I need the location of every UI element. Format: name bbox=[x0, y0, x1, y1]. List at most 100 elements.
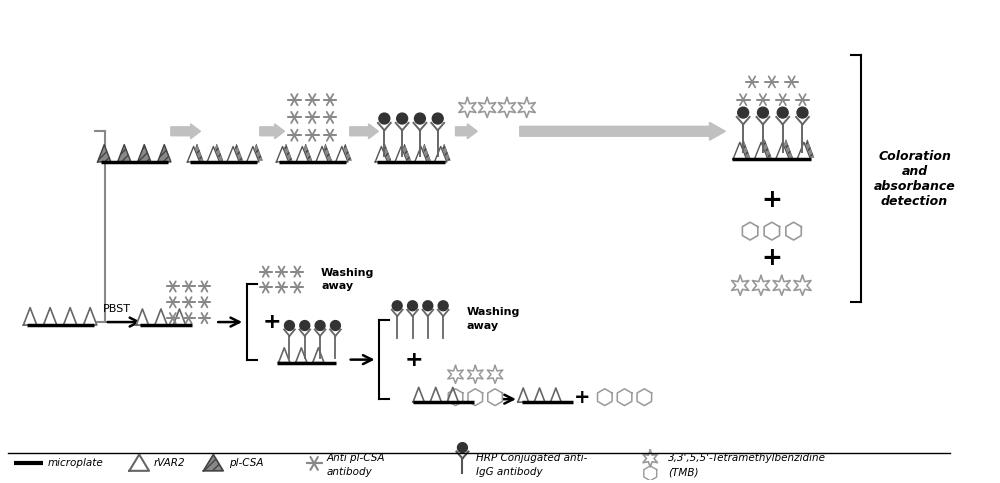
Polygon shape bbox=[43, 308, 57, 325]
Polygon shape bbox=[203, 455, 223, 471]
Polygon shape bbox=[801, 140, 814, 157]
Polygon shape bbox=[339, 144, 351, 160]
Circle shape bbox=[797, 107, 808, 118]
Circle shape bbox=[414, 113, 425, 124]
Polygon shape bbox=[764, 222, 780, 240]
Polygon shape bbox=[296, 146, 308, 162]
Polygon shape bbox=[63, 308, 77, 325]
Polygon shape bbox=[643, 450, 658, 467]
Circle shape bbox=[392, 301, 402, 311]
Circle shape bbox=[330, 321, 340, 330]
Polygon shape bbox=[296, 348, 307, 363]
Polygon shape bbox=[468, 366, 483, 384]
Polygon shape bbox=[336, 146, 348, 162]
Polygon shape bbox=[276, 146, 289, 162]
Polygon shape bbox=[375, 146, 388, 162]
Polygon shape bbox=[280, 144, 292, 160]
Polygon shape bbox=[250, 144, 263, 160]
Polygon shape bbox=[479, 98, 496, 117]
Polygon shape bbox=[118, 144, 131, 162]
FancyArrow shape bbox=[456, 124, 477, 139]
Polygon shape bbox=[23, 308, 37, 325]
Polygon shape bbox=[227, 146, 239, 162]
Polygon shape bbox=[758, 140, 771, 157]
Polygon shape bbox=[158, 144, 171, 162]
Polygon shape bbox=[173, 309, 186, 325]
Text: +: + bbox=[574, 388, 590, 407]
Polygon shape bbox=[773, 276, 790, 296]
Text: Washing: Washing bbox=[466, 307, 520, 317]
Polygon shape bbox=[786, 222, 801, 240]
Text: HRP Conjugated anti-: HRP Conjugated anti- bbox=[476, 454, 588, 464]
Circle shape bbox=[423, 301, 433, 311]
Polygon shape bbox=[155, 309, 167, 325]
Polygon shape bbox=[498, 98, 515, 117]
Polygon shape bbox=[187, 146, 200, 162]
Polygon shape bbox=[191, 144, 203, 160]
Polygon shape bbox=[733, 142, 746, 159]
Polygon shape bbox=[779, 140, 793, 157]
Circle shape bbox=[397, 113, 408, 124]
Circle shape bbox=[777, 107, 788, 118]
Polygon shape bbox=[247, 146, 259, 162]
FancyArrow shape bbox=[350, 124, 378, 139]
Text: Washing: Washing bbox=[321, 268, 374, 278]
Text: +: + bbox=[761, 246, 782, 270]
Polygon shape bbox=[637, 389, 652, 406]
Polygon shape bbox=[398, 144, 411, 160]
Polygon shape bbox=[617, 389, 632, 406]
Polygon shape bbox=[468, 389, 483, 406]
Polygon shape bbox=[98, 144, 111, 162]
Polygon shape bbox=[415, 146, 427, 162]
Polygon shape bbox=[395, 146, 407, 162]
Polygon shape bbox=[742, 222, 758, 240]
Text: away: away bbox=[321, 282, 353, 291]
Circle shape bbox=[408, 301, 417, 311]
Circle shape bbox=[758, 107, 768, 118]
Polygon shape bbox=[732, 276, 749, 296]
Polygon shape bbox=[518, 98, 535, 117]
Polygon shape bbox=[316, 146, 328, 162]
Text: +: + bbox=[405, 350, 423, 369]
Text: Coloration
and
absorbance
detection: Coloration and absorbance detection bbox=[874, 150, 955, 208]
Text: PBST: PBST bbox=[102, 304, 130, 314]
Text: away: away bbox=[466, 321, 499, 331]
Polygon shape bbox=[207, 146, 220, 162]
Polygon shape bbox=[300, 144, 312, 160]
Text: antibody: antibody bbox=[327, 468, 373, 477]
Polygon shape bbox=[534, 388, 545, 402]
Text: rVAR2: rVAR2 bbox=[154, 458, 186, 469]
Text: 3,3',5,5'-Tetramethylbenzidine: 3,3',5,5'-Tetramethylbenzidine bbox=[668, 454, 826, 464]
Polygon shape bbox=[487, 366, 503, 384]
Polygon shape bbox=[138, 144, 151, 162]
Polygon shape bbox=[752, 276, 770, 296]
Polygon shape bbox=[754, 142, 768, 159]
Text: microplate: microplate bbox=[47, 458, 103, 469]
Polygon shape bbox=[319, 144, 332, 160]
Text: IgG antibody: IgG antibody bbox=[476, 468, 543, 477]
Polygon shape bbox=[448, 366, 463, 384]
Polygon shape bbox=[438, 144, 450, 160]
Polygon shape bbox=[136, 309, 149, 325]
Text: Anti pl-CSA: Anti pl-CSA bbox=[327, 454, 386, 464]
Polygon shape bbox=[279, 348, 290, 363]
Polygon shape bbox=[550, 388, 561, 402]
Polygon shape bbox=[230, 144, 243, 160]
Text: +: + bbox=[262, 312, 281, 332]
Circle shape bbox=[432, 113, 443, 124]
Polygon shape bbox=[797, 142, 811, 159]
Text: (TMB): (TMB) bbox=[668, 468, 699, 477]
FancyArrow shape bbox=[260, 124, 285, 139]
Polygon shape bbox=[83, 308, 97, 325]
Circle shape bbox=[738, 107, 749, 118]
Polygon shape bbox=[413, 387, 424, 402]
Circle shape bbox=[438, 301, 448, 311]
Circle shape bbox=[285, 321, 294, 330]
Polygon shape bbox=[448, 389, 463, 406]
Text: +: + bbox=[761, 188, 782, 213]
Polygon shape bbox=[129, 455, 149, 471]
FancyArrow shape bbox=[171, 124, 200, 139]
Circle shape bbox=[457, 442, 467, 453]
Polygon shape bbox=[794, 276, 811, 296]
Circle shape bbox=[379, 113, 390, 124]
